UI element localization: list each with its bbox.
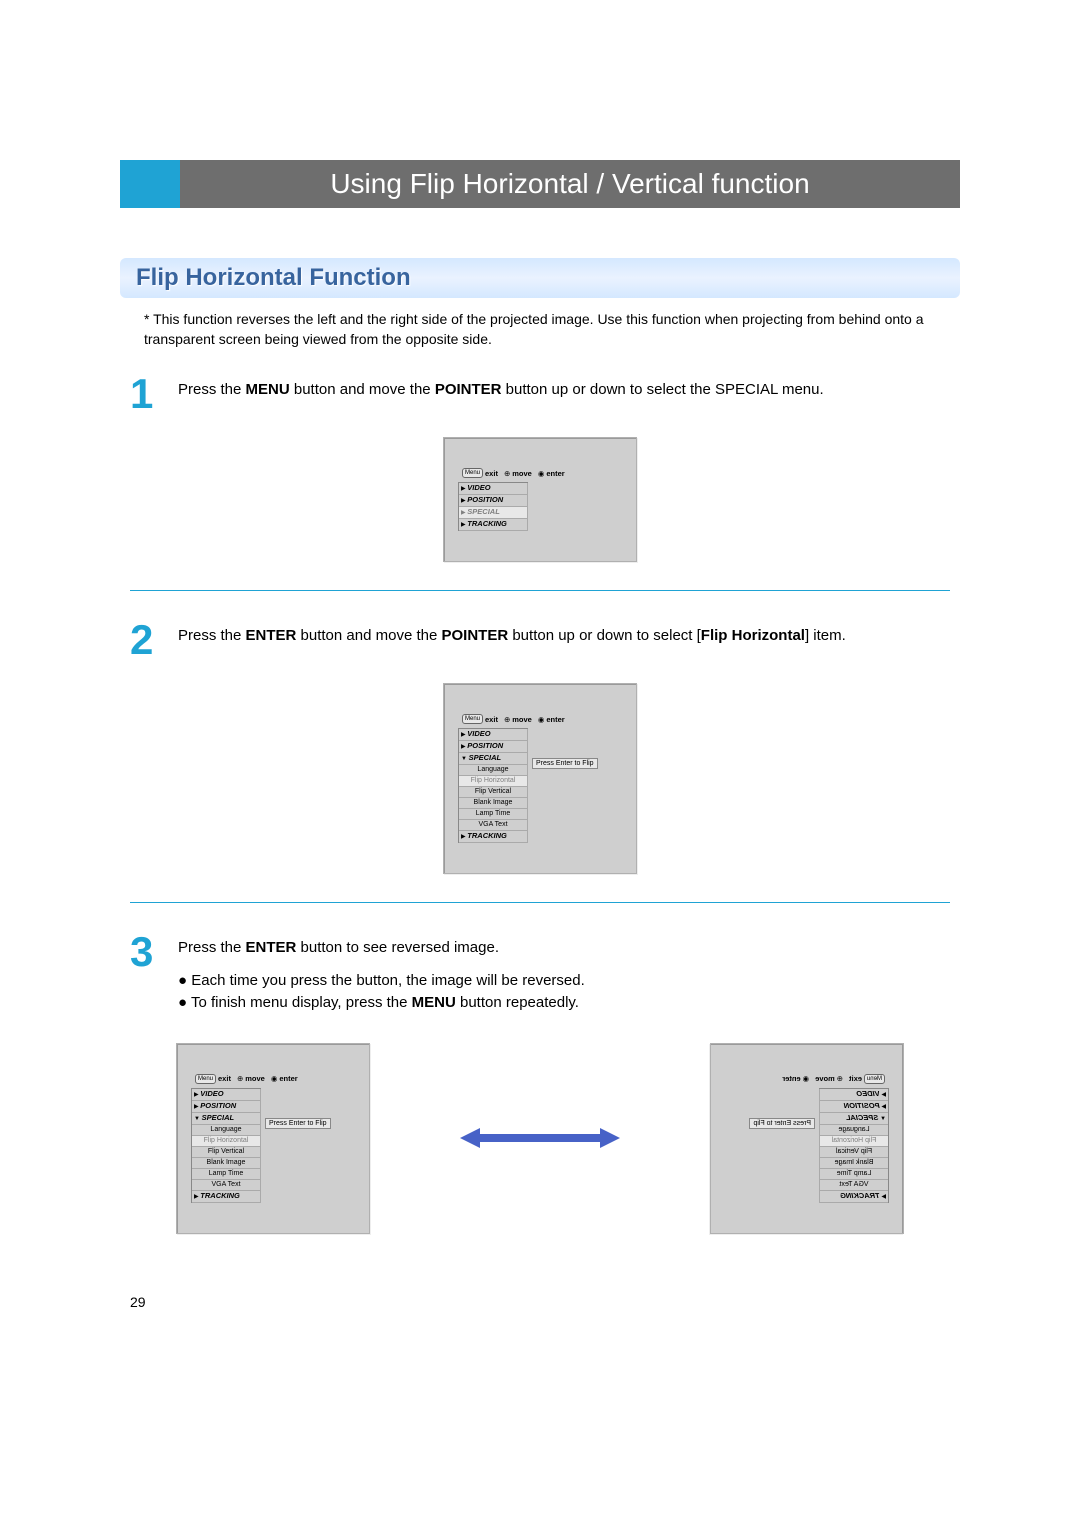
step-number: 2: [130, 619, 160, 661]
step-text: Press the MENU button and move the POINT…: [178, 373, 950, 402]
osd-menu-basic: Menu exit ⊕ move ◉ enter ▶ VIDEO ▶ POSIT…: [443, 437, 637, 562]
divider: [130, 590, 950, 591]
osd-menu-normal: Menu exit ⊕ move ◉ enter ▶ VIDEO ▶ POSIT…: [176, 1043, 370, 1234]
submenu-item: Language: [459, 765, 528, 776]
menu-item: ▼ SPECIAL: [459, 753, 528, 765]
side-label: Press Enter to Flip: [532, 758, 598, 769]
submenu-item-selected: Flip Horizontal: [459, 776, 528, 787]
menu-hints: Menu exit ⊕ move ◉ enter: [458, 714, 622, 724]
bullet: To finish menu display, press the MENU b…: [178, 992, 950, 1015]
menu-hints: Menu exit ⊕ move ◉ enter: [725, 1074, 889, 1084]
submenu-item: Flip Vertical: [459, 787, 528, 798]
title-bar: Using Flip Horizontal / Vertical functio…: [120, 160, 960, 208]
step-number: 1: [130, 373, 160, 415]
menu-item: ▶ VIDEO: [459, 729, 528, 741]
menu-item: ▶ POSITION: [459, 495, 528, 507]
menu-hints: Menu exit ⊕ move ◉ enter: [191, 1074, 355, 1084]
menu-panel: ▶ VIDEO ▶ POSITION ▼ SPECIAL Language Fl…: [191, 1088, 261, 1203]
menu-panel: ▶ VIDEO ▶ POSITION ▼ SPECIAL Language Fl…: [819, 1088, 889, 1203]
submenu-item: Blank Image: [459, 798, 528, 809]
subtitle: Flip Horizontal Function: [136, 264, 944, 292]
step-number: 3: [130, 931, 160, 973]
menu-item: ▶ TRACKING: [459, 831, 528, 843]
accent-block: [120, 160, 180, 208]
step-2: 2 Press the ENTER button and move the PO…: [120, 619, 960, 661]
page-number: 29: [120, 1244, 960, 1310]
divider: [130, 902, 950, 903]
step-3: 3 Press the ENTER button to see reversed…: [120, 931, 960, 1015]
osd-menu-expanded: Menu exit ⊕ move ◉ enter ▶ VIDEO ▶ POSIT…: [443, 683, 637, 874]
step-text: Press the ENTER button to see reversed i…: [178, 931, 950, 1015]
osd-menu-mirrored: Menu exit ⊕ move ◉ enter ▶ VIDEO ▶ POSIT…: [710, 1043, 904, 1234]
page-title: Using Flip Horizontal / Vertical functio…: [180, 160, 960, 208]
step-1: 1 Press the MENU button and move the POI…: [120, 373, 960, 415]
side-label: Press Enter to Flip: [749, 1118, 815, 1129]
menu-panel: ▶ VIDEO ▶ POSITION ▼ SPECIAL Language Fl…: [458, 728, 528, 843]
figure-step1: Menu exit ⊕ move ◉ enter ▶ VIDEO ▶ POSIT…: [120, 437, 960, 562]
subtitle-bar: Flip Horizontal Function: [120, 258, 960, 298]
menu-item: ▶ POSITION: [459, 741, 528, 753]
menu-item-selected: ▶ SPECIAL: [459, 507, 528, 519]
menu-panel: ▶ VIDEO ▶ POSITION ▶ SPECIAL ▶ TRACKING: [458, 482, 528, 531]
function-note: * This function reverses the left and th…: [120, 310, 960, 373]
submenu-item: VGA Text: [459, 820, 528, 831]
menu-item: ▶ TRACKING: [459, 519, 528, 531]
figure-step3-pair: Menu exit ⊕ move ◉ enter ▶ VIDEO ▶ POSIT…: [120, 1043, 960, 1234]
step-text: Press the ENTER button and move the POIN…: [178, 619, 950, 648]
bullet: Each time you press the button, the imag…: [178, 970, 950, 993]
figure-step2: Menu exit ⊕ move ◉ enter ▶ VIDEO ▶ POSIT…: [120, 683, 960, 874]
double-arrow-icon: [460, 1126, 620, 1150]
submenu-item: Lamp Time: [459, 809, 528, 820]
menu-item: ▶ VIDEO: [459, 483, 528, 495]
side-label: Press Enter to Flip: [265, 1118, 331, 1129]
menu-hints: Menu exit ⊕ move ◉ enter: [458, 468, 622, 478]
